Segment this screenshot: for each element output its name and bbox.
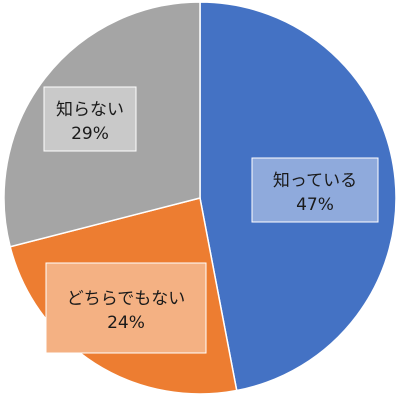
slice-value-label: 47%: [296, 195, 334, 215]
slice-label: どちらでもない 24%: [45, 262, 207, 354]
slice-value-label: 24%: [107, 313, 145, 333]
slice-label: 知らない 29%: [43, 86, 137, 152]
slice-category-label: 知らない: [56, 100, 124, 120]
labels-layer: 知っている 47% どちらでもない 24% 知らない 29%: [43, 86, 379, 354]
slice-label-box: [43, 86, 137, 152]
slice-value-label: 29%: [71, 124, 109, 144]
slice-label-box: [45, 262, 207, 354]
slice-category-label: どちらでもない: [67, 289, 186, 309]
slice-category-label: 知っている: [273, 171, 357, 191]
slice-label: 知っている 47%: [251, 157, 379, 223]
slice-label-box: [251, 157, 379, 223]
